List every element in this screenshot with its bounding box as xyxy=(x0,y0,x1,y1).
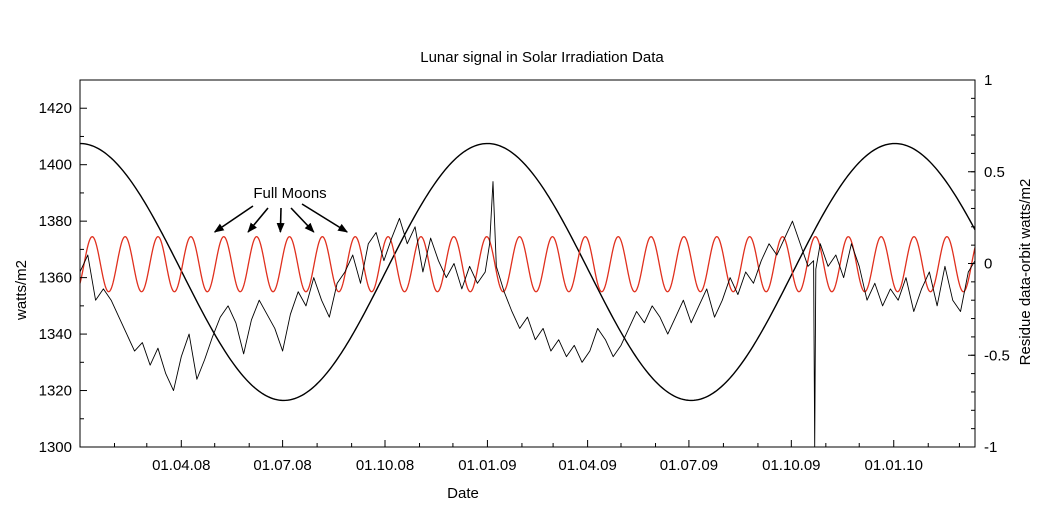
x-tick-label: 01.10.08 xyxy=(356,457,414,474)
chart-title: Lunar signal in Solar Irradiation Data xyxy=(420,49,664,66)
annotation-arrow xyxy=(301,203,349,233)
y-axis: 1300 1320 1340 1360 1380 1400 1420 xyxy=(39,100,87,456)
y2-axis: -1 -0.5 0 0.5 1 xyxy=(968,72,1010,456)
y2-axis-label: Residue data-orbit watts/m2 xyxy=(1017,179,1034,366)
annotation-arrow xyxy=(290,207,315,233)
y-tick-label: 1360 xyxy=(39,270,72,287)
y2-tick-label: 0.5 xyxy=(984,164,1005,181)
y-tick-label: 1380 xyxy=(39,213,72,230)
annotation-arrow xyxy=(247,207,269,233)
y-tick-label: 1300 xyxy=(39,439,72,456)
x-tick-label: 01.01.09 xyxy=(458,457,516,474)
annotation-arrow xyxy=(276,207,285,233)
lunar-line xyxy=(79,236,976,293)
annotation-arrow xyxy=(213,205,254,233)
x-axis-label: Date xyxy=(447,485,479,502)
plot-area xyxy=(79,142,976,448)
y2-tick-label: 1 xyxy=(984,72,992,89)
y-tick-label: 1420 xyxy=(39,100,72,117)
x-tick-label: 01.10.09 xyxy=(762,457,820,474)
annotation-label: Full Moons xyxy=(253,185,326,202)
y2-tick-label: -1 xyxy=(984,439,997,456)
y-tick-label: 1400 xyxy=(39,157,72,174)
x-tick-label: 01.04.09 xyxy=(558,457,616,474)
y-tick-label: 1320 xyxy=(39,383,72,400)
y2-tick-label: -0.5 xyxy=(984,347,1010,364)
x-tick-label: 01.01.10 xyxy=(865,457,923,474)
y-tick-label: 1340 xyxy=(39,326,72,343)
y2-tick-label: 0 xyxy=(984,256,992,273)
x-tick-label: 01.07.08 xyxy=(253,457,311,474)
irradiance-line xyxy=(79,181,976,448)
x-tick-label: 01.04.08 xyxy=(152,457,210,474)
orbit-line xyxy=(79,142,976,402)
y-axis-label: watts/m2 xyxy=(13,260,30,321)
full-moons-annotation: Full Moons xyxy=(213,185,349,233)
x-tick-label: 01.07.09 xyxy=(660,457,718,474)
x-axis: 01.04.08 01.07.08 01.10.08 01.01.09 01.04.09… xyxy=(114,440,960,474)
